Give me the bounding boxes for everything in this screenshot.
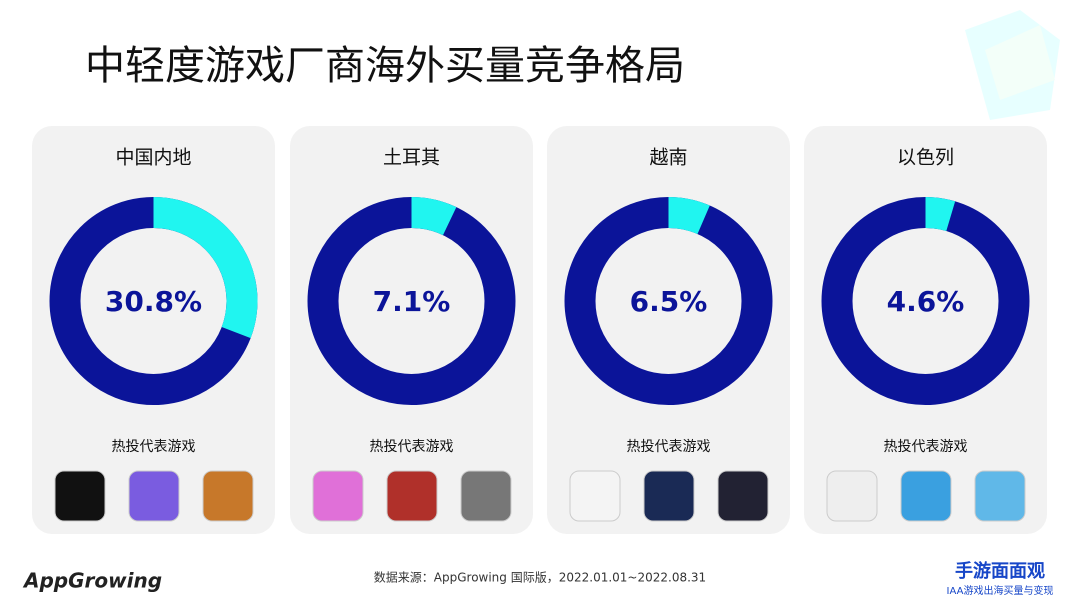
card-subtitle: 热投代表游戏 — [884, 439, 968, 455]
game-icon — [128, 470, 180, 522]
brand-right: 手游面面观 — [955, 560, 1045, 582]
donut-slice — [667, 197, 710, 235]
card-title: 越南 — [649, 147, 687, 169]
game-icon — [202, 470, 254, 522]
card-subtitle: 热投代表游戏 — [370, 439, 454, 455]
game-icon — [826, 470, 878, 522]
source: 数据来源：AppGrowing 国际版，2022.01.01~2022.08.3… — [374, 570, 706, 585]
game-icon — [643, 470, 695, 522]
game-icon — [900, 470, 952, 522]
brand-left: AppGrowing — [22, 569, 162, 593]
game-icon — [460, 470, 512, 522]
game-icon — [54, 470, 106, 522]
card-subtitle: 热投代表游戏 — [112, 439, 196, 455]
brand-right-sub: IAA游戏出海买量与变现 — [947, 584, 1054, 597]
center-label: 30.8% — [105, 285, 202, 318]
center-label: 7.1% — [373, 285, 451, 318]
donut-slice — [152, 197, 258, 339]
donut-slice — [924, 197, 956, 232]
corner-deco — [965, 10, 1060, 120]
slide-title: 中轻度游戏厂商海外买量竞争格局 — [85, 43, 685, 89]
game-icon — [717, 470, 769, 522]
donut-slice — [410, 197, 457, 236]
game-icon — [312, 470, 364, 522]
card-title: 土耳其 — [383, 147, 440, 169]
game-icon — [386, 470, 438, 522]
card-subtitle: 热投代表游戏 — [627, 439, 711, 455]
center-label: 6.5% — [630, 285, 708, 318]
game-icon — [569, 470, 621, 522]
card-title: 中国内地 — [115, 147, 191, 169]
center-label: 4.6% — [887, 285, 965, 318]
game-icon — [974, 470, 1026, 522]
card-title: 以色列 — [897, 147, 954, 169]
